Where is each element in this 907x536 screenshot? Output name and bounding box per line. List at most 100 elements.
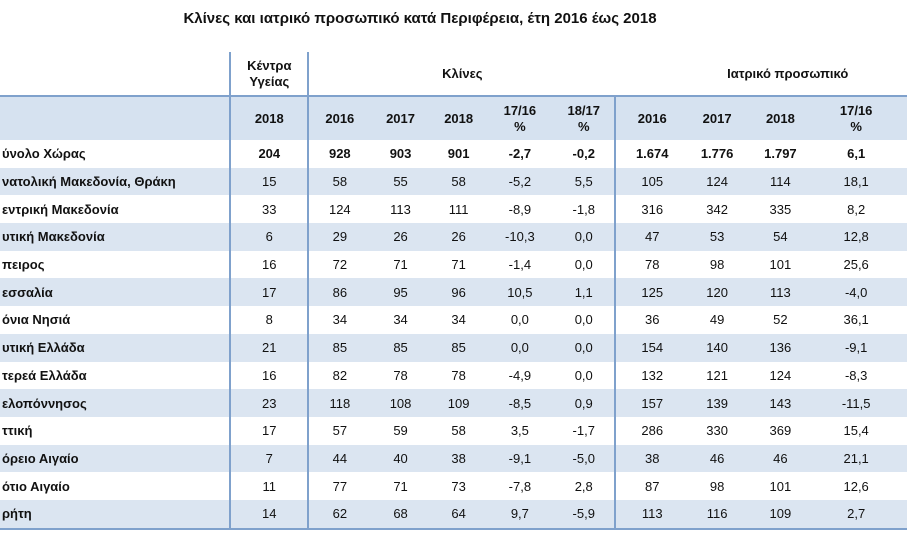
table-cell: 85 bbox=[370, 333, 431, 362]
region-name: ελοπόννησος bbox=[0, 389, 231, 417]
table-cell: 113 bbox=[614, 499, 689, 530]
table-cell: 58 bbox=[307, 167, 371, 196]
table-cell: -6,0 bbox=[897, 499, 907, 530]
subheader-1: 2016 bbox=[307, 96, 371, 140]
table-cell: 0,9 bbox=[553, 389, 616, 417]
subheader-row: 2018 2016 2017 2018 17/16 % 18/17 % 2016 2017 20… bbox=[0, 96, 907, 140]
table-cell: 10,5 bbox=[486, 278, 554, 307]
table-cell: 335 bbox=[769, 201, 792, 217]
table-cell: 154 bbox=[614, 333, 689, 362]
table-cell: 71 bbox=[393, 257, 408, 273]
table-cell: -8,1 bbox=[897, 167, 907, 196]
subheader-5: 18/17 % bbox=[553, 96, 616, 140]
table-cell: 73 bbox=[451, 478, 466, 494]
table-cell: -8,9 bbox=[508, 201, 532, 217]
table-cell: -8,5 bbox=[486, 389, 554, 417]
region-name: ότιο Αιγαίο bbox=[2, 478, 70, 494]
table-cell: 53 bbox=[688, 223, 747, 251]
table-cell: 108 bbox=[370, 389, 431, 417]
table-cell: 54 bbox=[746, 223, 815, 251]
table-cell: 55 bbox=[370, 167, 431, 196]
table-cell: 47 bbox=[614, 223, 689, 251]
table-row: ελοπόννησος 23 118 108 109 -8,5 0,9 157 139 143 -1… bbox=[0, 389, 907, 417]
table-cell: 105 bbox=[614, 167, 689, 196]
table-cell: 58 bbox=[430, 167, 487, 196]
table-cell: 86 bbox=[307, 278, 371, 307]
table-cell: 109 bbox=[746, 499, 815, 530]
table-cell: 95 bbox=[370, 278, 431, 307]
header-beds: Κλίνες bbox=[307, 52, 616, 97]
table-cell: 36,1 bbox=[843, 312, 869, 328]
table-cell: 109 bbox=[430, 389, 487, 417]
region-name: υτική Ελλάδα bbox=[0, 333, 231, 362]
region-name: υτική Μακεδονία bbox=[0, 223, 231, 251]
table-cell: 369 bbox=[769, 423, 792, 439]
table-cell: -11,5 bbox=[814, 389, 898, 417]
table-row: εντρική Μακεδονία 33 124 113 111 -8,9 -1,8 316 3… bbox=[0, 195, 907, 224]
table-cell: 316 bbox=[614, 195, 689, 224]
table-cell: -7,8 bbox=[508, 478, 532, 494]
table-cell: 1,9 bbox=[897, 223, 907, 251]
table-cell: -8,3 bbox=[844, 367, 868, 383]
table-cell: -2,7 bbox=[508, 146, 532, 162]
table-cell: 0,0 bbox=[486, 333, 554, 362]
table-cell: 87 bbox=[614, 472, 689, 500]
table-cell: 34 bbox=[393, 312, 408, 328]
region-name: όνια Νησιά bbox=[2, 312, 71, 328]
subheader-7: 2017 bbox=[688, 96, 747, 140]
table-cell: 143 bbox=[746, 389, 815, 417]
table-cell: 5,5 bbox=[553, 167, 616, 196]
table-cell: 2,9 bbox=[897, 389, 907, 417]
table-cell: 11 bbox=[229, 472, 309, 500]
table-cell: 0,0 bbox=[574, 367, 593, 383]
subheader-2: 2017 bbox=[370, 96, 431, 140]
table-cell: 157 bbox=[614, 389, 689, 417]
region-name: τερεά Ελλάδα bbox=[2, 367, 87, 383]
table-cell: 139 bbox=[688, 389, 747, 417]
table-cell: 1.674 bbox=[614, 140, 689, 168]
table-cell: 0,0 bbox=[897, 444, 907, 473]
subheader-10: 18/17 % bbox=[897, 96, 907, 140]
table-cell: 12,6 bbox=[843, 478, 869, 494]
table-row: υτική Ελλάδα218585850,00,0154140136-9,1-… bbox=[0, 333, 907, 362]
table-cell: 101 bbox=[769, 478, 792, 494]
region-name: εσσαλία bbox=[0, 278, 231, 307]
table-cell: 116 bbox=[688, 499, 747, 530]
header-blank bbox=[0, 52, 231, 97]
table-cell: 16 bbox=[229, 361, 309, 390]
region-name: νατολική Μακεδονία, Θράκη bbox=[0, 167, 231, 196]
region-name: ύνολο Χώρας bbox=[2, 146, 86, 162]
table-cell: 78 bbox=[451, 367, 466, 383]
table-cell: 6,1 bbox=[898, 306, 907, 334]
table-cell: 78 bbox=[393, 367, 408, 383]
table-cell: 113 bbox=[746, 278, 815, 307]
table-cell: 901 bbox=[447, 146, 470, 162]
table-cell: 3,1 bbox=[898, 472, 907, 500]
table-cell: 58 bbox=[451, 423, 466, 439]
subheader-4: 17/16 % bbox=[486, 96, 554, 140]
table-cell: 124 bbox=[769, 367, 792, 383]
table-cell: 121 bbox=[706, 367, 728, 383]
table-cell: 120 bbox=[688, 278, 747, 307]
header-health-centers: Κέντρα Υγείας bbox=[229, 52, 309, 97]
table-cell: 38 bbox=[614, 444, 689, 473]
table-cell: 71 bbox=[451, 257, 466, 273]
table-row: νατολική Μακεδονία, Θράκη 15 58 55 58 -5,2 5,5… bbox=[0, 167, 907, 196]
table-cell: 98 bbox=[709, 257, 725, 273]
header-medical-staff: Ιατρικό προσωπικό bbox=[615, 52, 907, 97]
table-cell: 118 bbox=[307, 389, 371, 417]
table-cell: 38 bbox=[430, 444, 487, 473]
region-name: εντρική Μακεδονία bbox=[2, 201, 119, 217]
table-cell: 342 bbox=[706, 201, 728, 217]
table-cell: 26 bbox=[370, 223, 431, 251]
table-cell: 3,1 bbox=[898, 251, 907, 279]
table-cell: 82 bbox=[307, 361, 371, 390]
table-cell: 72 bbox=[307, 250, 371, 279]
table-cell: 49 bbox=[709, 312, 725, 328]
region-name: ρήτη bbox=[0, 499, 231, 530]
table-cell: 52 bbox=[773, 312, 788, 328]
subheader-3: 2018 bbox=[430, 96, 487, 140]
table-cell: -5,9 bbox=[553, 499, 616, 530]
